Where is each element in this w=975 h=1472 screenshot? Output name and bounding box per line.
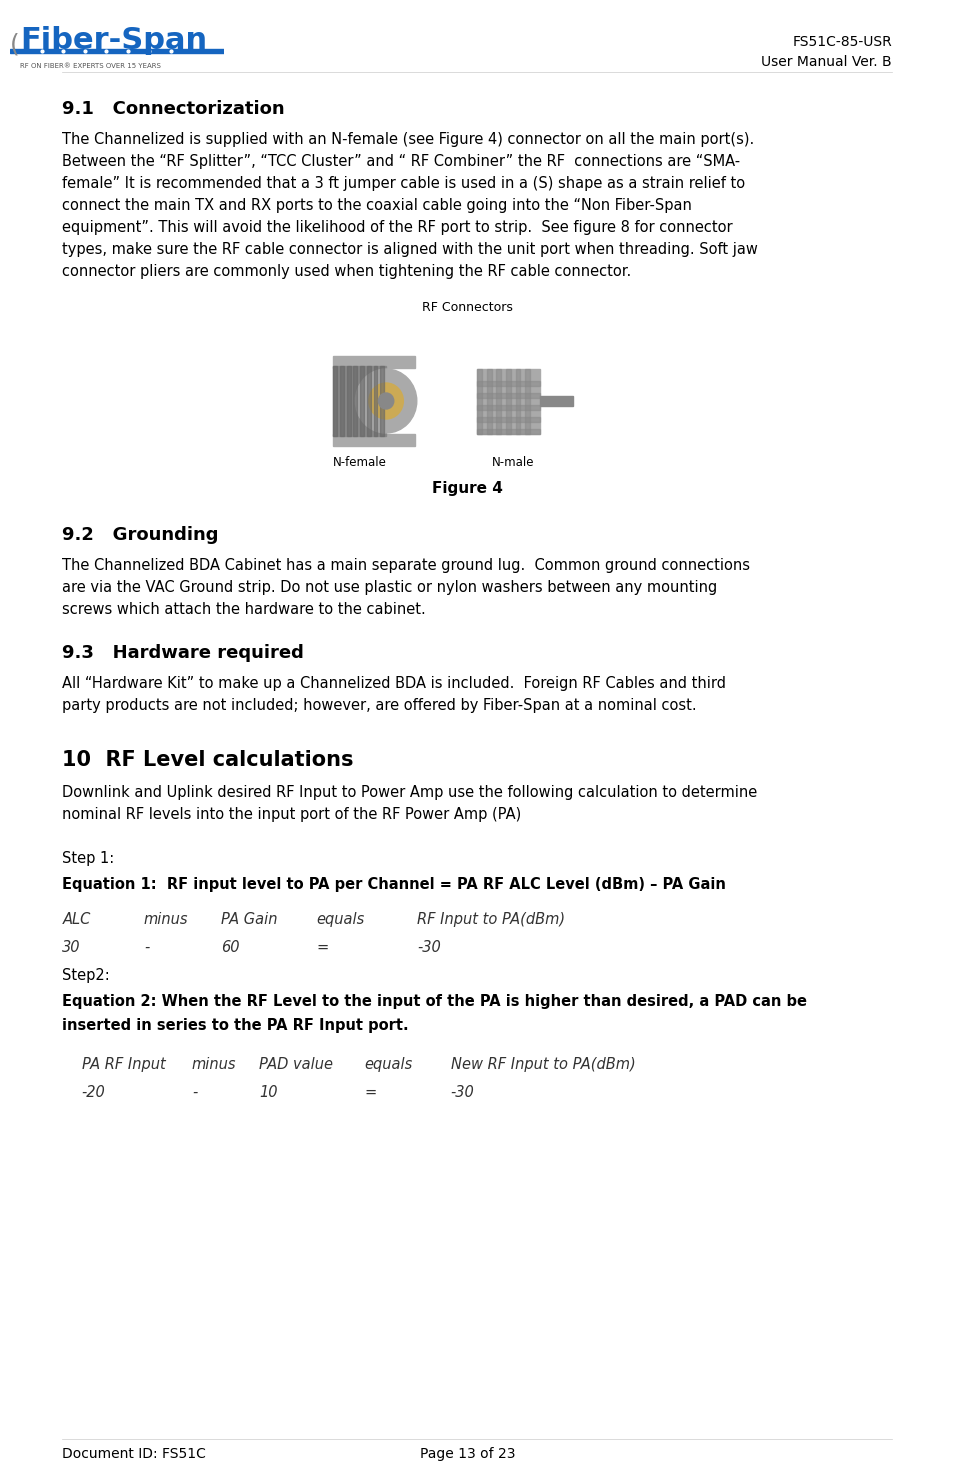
Text: Between the “RF Splitter”, “TCC Cluster” and “ RF Combiner” the RF  connections : Between the “RF Splitter”, “TCC Cluster”…	[62, 155, 740, 169]
Text: equals: equals	[317, 913, 365, 927]
Bar	[477, 368, 482, 433]
Text: 9.2   Grounding: 9.2 Grounding	[62, 526, 218, 545]
Text: RF Input to PA(dBm): RF Input to PA(dBm)	[417, 913, 566, 927]
Text: All “Hardware Kit” to make up a Channelized BDA is included.  Foreign RF Cables : All “Hardware Kit” to make up a Channeli…	[62, 676, 726, 690]
Text: The Channelized BDA Cabinet has a main separate ground lug.  Common ground conne: The Channelized BDA Cabinet has a main s…	[62, 558, 751, 573]
Text: Equation 1:  RF input level to PA per Channel = PA RF ALC Level (dBm) – PA Gain: Equation 1: RF input level to PA per Cha…	[62, 877, 726, 892]
Text: 30: 30	[62, 941, 81, 955]
Bar	[496, 368, 501, 433]
Text: Equation 2: When the RF Level to the input of the PA is higher than desired, a P: Equation 2: When the RF Level to the inp…	[62, 994, 807, 1008]
Text: minus: minus	[192, 1057, 236, 1072]
Circle shape	[369, 383, 404, 420]
Bar	[347, 367, 351, 436]
Circle shape	[378, 393, 394, 409]
Text: Page 13 of 23: Page 13 of 23	[420, 1447, 516, 1462]
Bar	[354, 367, 357, 436]
Bar	[333, 367, 386, 436]
Bar	[340, 367, 344, 436]
Text: New RF Input to PA(dBm): New RF Input to PA(dBm)	[450, 1057, 636, 1072]
Text: female” It is recommended that a 3 ft jumper cable is used in a (S) shape as a s: female” It is recommended that a 3 ft ju…	[62, 177, 746, 191]
Text: -: -	[144, 941, 149, 955]
Bar	[477, 368, 539, 433]
Text: equipment”. This will avoid the likelihood of the RF port to strip.  See figure : equipment”. This will avoid the likeliho…	[62, 219, 733, 236]
Text: screws which attach the hardware to the cabinet.: screws which attach the hardware to the …	[62, 602, 426, 617]
Text: 9.3   Hardware required: 9.3 Hardware required	[62, 645, 304, 662]
Text: N-male: N-male	[492, 456, 534, 470]
Text: The Channelized is supplied with an N-female (see Figure 4) connector on all the: The Channelized is supplied with an N-fe…	[62, 132, 755, 147]
Text: Figure 4: Figure 4	[432, 481, 503, 496]
Bar	[526, 368, 530, 433]
Bar	[477, 417, 539, 421]
Text: party products are not included; however, are offered by Fiber-Span at a nominal: party products are not included; however…	[62, 698, 697, 712]
Text: 60: 60	[220, 941, 239, 955]
Text: -20: -20	[82, 1085, 105, 1100]
Text: RF Connectors: RF Connectors	[422, 300, 513, 314]
Bar	[477, 393, 539, 397]
Bar	[506, 368, 511, 433]
Text: User Manual Ver. B: User Manual Ver. B	[761, 54, 892, 69]
Text: nominal RF levels into the input port of the RF Power Amp (PA): nominal RF levels into the input port of…	[62, 807, 522, 821]
Text: FS51C-85-USR: FS51C-85-USR	[793, 35, 892, 49]
Text: =: =	[317, 941, 329, 955]
Bar	[516, 368, 521, 433]
Text: Document ID: FS51C: Document ID: FS51C	[62, 1447, 207, 1462]
Bar	[477, 380, 539, 386]
Text: -30: -30	[450, 1085, 475, 1100]
Text: Step 1:: Step 1:	[62, 851, 115, 866]
Text: minus: minus	[144, 913, 188, 927]
Bar	[477, 428, 539, 433]
Text: -: -	[192, 1085, 197, 1100]
Bar	[360, 367, 364, 436]
Text: types, make sure the RF cable connector is aligned with the unit port when threa: types, make sure the RF cable connector …	[62, 241, 759, 258]
Bar	[373, 367, 377, 436]
Text: Downlink and Uplink desired RF Input to Power Amp use the following calculation : Downlink and Uplink desired RF Input to …	[62, 785, 758, 799]
Text: Step2:: Step2:	[62, 969, 110, 983]
Bar	[333, 434, 415, 446]
Text: PA RF Input: PA RF Input	[82, 1057, 166, 1072]
Text: connector pliers are commonly used when tightening the RF cable connector.: connector pliers are commonly used when …	[62, 263, 632, 280]
Text: inserted in series to the PA RF Input port.: inserted in series to the PA RF Input po…	[62, 1019, 409, 1033]
Circle shape	[356, 369, 416, 433]
Text: 10  RF Level calculations: 10 RF Level calculations	[62, 751, 354, 770]
Text: connect the main TX and RX ports to the coaxial cable going into the “Non Fiber-: connect the main TX and RX ports to the …	[62, 199, 692, 213]
Bar	[333, 356, 415, 368]
Bar	[539, 396, 573, 406]
Bar	[477, 405, 539, 409]
Text: 9.1   Connectorization: 9.1 Connectorization	[62, 100, 285, 118]
Bar	[380, 367, 384, 436]
Bar	[10, 49, 224, 53]
Text: ALC: ALC	[62, 913, 91, 927]
Text: 10: 10	[259, 1085, 278, 1100]
Text: Fiber-Span: Fiber-Span	[20, 26, 208, 54]
Text: equals: equals	[365, 1057, 412, 1072]
Bar	[333, 367, 337, 436]
Text: -30: -30	[417, 941, 441, 955]
Bar	[487, 368, 491, 433]
Text: PA Gain: PA Gain	[220, 913, 277, 927]
Text: are via the VAC Ground strip. Do not use plastic or nylon washers between any mo: are via the VAC Ground strip. Do not use…	[62, 580, 718, 595]
Text: RF ON FIBER® EXPERTS OVER 15 YEARS: RF ON FIBER® EXPERTS OVER 15 YEARS	[20, 62, 161, 69]
Text: (: (	[10, 32, 20, 56]
Text: PAD value: PAD value	[259, 1057, 333, 1072]
Bar	[367, 367, 370, 436]
Text: =: =	[365, 1085, 376, 1100]
Text: N-female: N-female	[333, 456, 387, 470]
